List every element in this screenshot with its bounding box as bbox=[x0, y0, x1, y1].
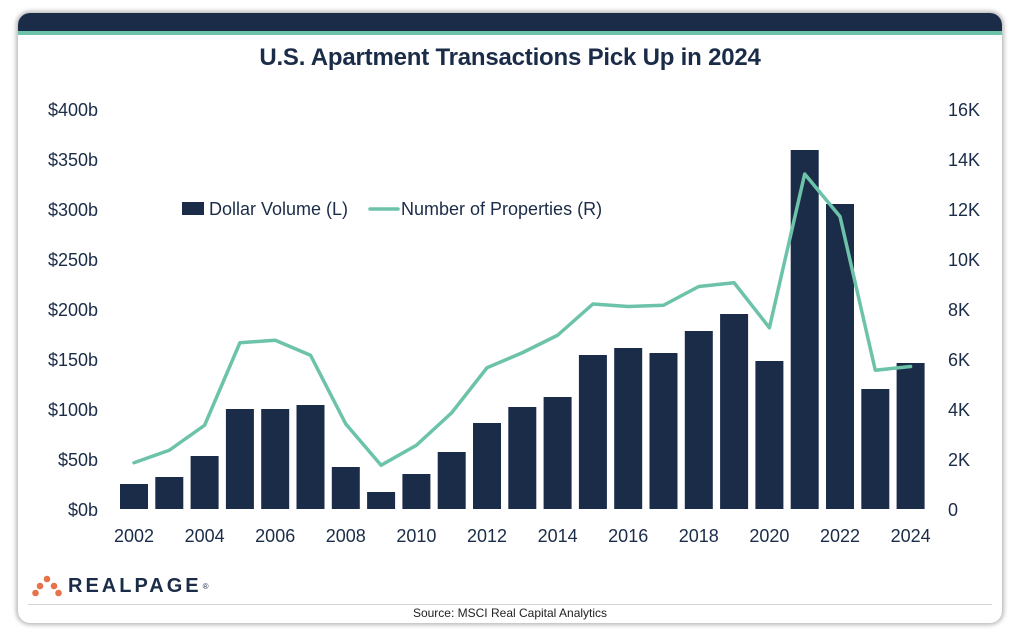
right-tick-label: 10K bbox=[948, 250, 980, 270]
left-tick-label: $250b bbox=[48, 250, 98, 270]
bar-2016 bbox=[614, 348, 643, 509]
bar-2020 bbox=[755, 361, 784, 509]
bar-2006 bbox=[261, 409, 290, 509]
dollar-volume-bars bbox=[120, 150, 925, 509]
x-tick-label: 2002 bbox=[114, 526, 154, 546]
right-tick-label: 14K bbox=[948, 150, 980, 170]
bar-2012 bbox=[473, 423, 501, 509]
bar-2015 bbox=[578, 355, 607, 509]
logo-wordmark: REALPAGE bbox=[68, 574, 202, 597]
left-tick-label: $200b bbox=[48, 300, 98, 320]
x-tick-label: 2010 bbox=[396, 526, 436, 546]
x-tick-label: 2012 bbox=[467, 526, 507, 546]
header-bar bbox=[18, 13, 1002, 35]
left-tick-label: $150b bbox=[48, 350, 98, 370]
bar-2010 bbox=[402, 474, 431, 509]
x-axis-ticks: 2002 2004 2006 2008 2010 2012 2014 2016 2018 2020… bbox=[114, 526, 931, 546]
bar-2023 bbox=[861, 389, 890, 509]
bar-2009 bbox=[367, 492, 396, 509]
bar-2022 bbox=[826, 204, 854, 509]
legend-swatch-dollar-volume bbox=[182, 202, 204, 215]
bar-2017 bbox=[649, 353, 678, 509]
x-tick-label: 2020 bbox=[749, 526, 789, 546]
bar-2018 bbox=[684, 331, 713, 509]
bar-2008 bbox=[331, 467, 360, 509]
x-tick-label: 2008 bbox=[326, 526, 366, 546]
bar-2007 bbox=[296, 405, 325, 509]
number-of-properties-line bbox=[132, 172, 913, 467]
chart-card: U.S. Apartment Transactions Pick Up in 2… bbox=[18, 13, 1002, 623]
x-tick-label: 2022 bbox=[820, 526, 860, 546]
realpage-logo: REALPAGE ® bbox=[32, 573, 209, 599]
legend-label-number-of-properties: Number of Properties (R) bbox=[401, 199, 602, 219]
right-tick-label: 6K bbox=[948, 350, 970, 370]
bar-2003 bbox=[155, 477, 184, 509]
logo-trademark: ® bbox=[202, 581, 209, 591]
bar-2004 bbox=[190, 456, 219, 509]
bar-2021 bbox=[790, 150, 819, 509]
bar-2024 bbox=[896, 363, 925, 509]
bar-2013 bbox=[508, 407, 537, 509]
right-tick-label: 12K bbox=[948, 200, 980, 220]
right-tick-label: 4K bbox=[948, 400, 970, 420]
left-axis-ticks: $0b $50b $100b $150b $200b $250b $300b $350b $40… bbox=[48, 100, 98, 520]
bar-2011 bbox=[437, 452, 466, 509]
source-divider bbox=[28, 604, 992, 605]
bar-2014 bbox=[543, 397, 572, 509]
x-tick-label: 2014 bbox=[538, 526, 578, 546]
x-tick-label: 2016 bbox=[608, 526, 648, 546]
chart-title: U.S. Apartment Transactions Pick Up in 2… bbox=[259, 44, 761, 71]
x-tick-label: 2004 bbox=[185, 526, 225, 546]
left-tick-label: $300b bbox=[48, 200, 98, 220]
right-tick-label: 16K bbox=[948, 100, 980, 120]
logo-dots-icon bbox=[32, 573, 62, 599]
x-tick-label: 2006 bbox=[255, 526, 295, 546]
right-tick-label: 0 bbox=[948, 500, 958, 520]
bar-2002 bbox=[120, 484, 148, 509]
right-axis-ticks: 0 2K 4K 6K 8K 10K 12K 14K 16K bbox=[948, 100, 980, 520]
left-tick-label: $0b bbox=[68, 500, 98, 520]
source-note: Source: MSCI Real Capital Analytics bbox=[412, 606, 608, 620]
right-tick-label: 2K bbox=[948, 450, 970, 470]
bar-2019 bbox=[720, 314, 749, 509]
right-tick-label: 8K bbox=[948, 300, 970, 320]
chart-plot: $0b $50b $100b $150b $200b $250b $300b $350b $40… bbox=[48, 100, 980, 546]
legend: Dollar Volume (L) Number of Properties (… bbox=[182, 199, 602, 219]
x-tick-label: 2024 bbox=[891, 526, 931, 546]
left-tick-label: $400b bbox=[48, 100, 98, 120]
left-tick-label: $350b bbox=[48, 150, 98, 170]
left-tick-label: $100b bbox=[48, 400, 98, 420]
bar-2005 bbox=[225, 409, 254, 509]
header-accent-line bbox=[18, 31, 1002, 35]
left-tick-label: $50b bbox=[58, 450, 98, 470]
x-tick-label: 2018 bbox=[679, 526, 719, 546]
legend-label-dollar-volume: Dollar Volume (L) bbox=[209, 199, 348, 219]
